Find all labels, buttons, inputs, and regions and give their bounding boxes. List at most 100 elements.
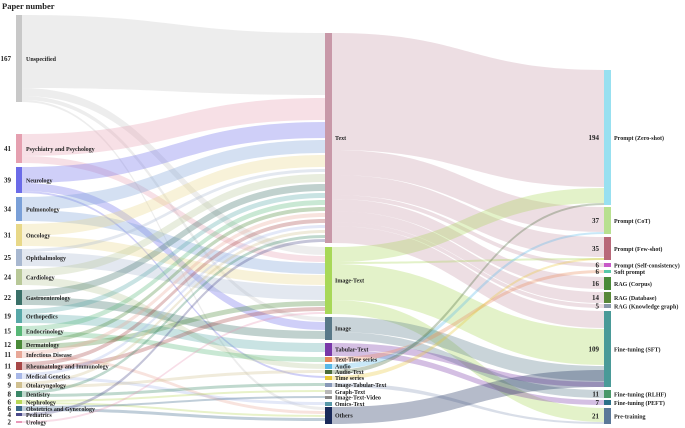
specialty-label: Rheumatology and Immunology	[26, 365, 109, 371]
count-label: 35	[592, 245, 600, 253]
method-label: RAG (Knowledge graph)	[614, 304, 678, 311]
count-label: 8	[8, 391, 12, 399]
specialty-label: Unspecified	[26, 57, 57, 63]
node-time-series	[325, 376, 332, 380]
count-label: 14	[592, 294, 600, 302]
count-label: 5	[596, 303, 600, 311]
flow-modality-to-method	[332, 222, 604, 308]
flow-specialty-to-modality	[22, 100, 325, 410]
modality-label: Graph-Text	[335, 390, 365, 396]
count-label: 9	[8, 382, 12, 390]
node-prompt-cot	[604, 207, 611, 234]
flow-modality-to-method	[332, 317, 604, 381]
flow-modality-to-method	[332, 350, 604, 405]
specialty-label: Obstetrics and Gynecology	[26, 407, 95, 413]
flow-modality-to-method	[332, 264, 604, 365]
flow-modality-to-method	[332, 232, 604, 369]
node-soft-prompt	[604, 270, 611, 273]
count-label: 9	[8, 373, 12, 381]
specialty-label: Dermatology	[26, 343, 59, 349]
flow-specialty-to-modality	[22, 390, 325, 402]
flow-specialty-to-modality	[22, 207, 325, 344]
flow-modality-to-method	[332, 195, 604, 267]
specialty-label: Nephrology	[26, 401, 56, 407]
count-label: 11	[4, 351, 11, 359]
node-fine-tuning-sft	[604, 311, 611, 387]
node-prompt-self-consistency	[604, 263, 611, 267]
flow-specialty-to-modality	[22, 355, 325, 414]
flow-specialty-to-modality	[22, 183, 325, 330]
count-label: 109	[589, 346, 600, 354]
flow-specialty-to-modality	[22, 331, 325, 362]
flow-specialty-to-modality	[22, 210, 325, 274]
node-otolaryngology	[16, 382, 22, 388]
node-urology	[16, 421, 22, 423]
node-image-text	[325, 247, 332, 314]
flow-specialty-to-modality	[22, 174, 325, 277]
flow-modality-to-method	[332, 203, 604, 374]
flow-specialty-to-modality	[22, 235, 325, 394]
flow-specialty-to-modality	[22, 122, 325, 183]
node-psychiatry-and-psychology	[16, 134, 22, 163]
flow-specialty-to-modality	[22, 200, 325, 331]
flow-modality-to-method	[332, 258, 604, 380]
count-label: 6	[596, 268, 600, 276]
flow-modality-to-method	[332, 211, 604, 303]
count-label: 37	[592, 217, 600, 225]
flow-specialty-to-modality	[22, 88, 325, 255]
flow-modality-to-method	[332, 370, 604, 424]
method-label: Prompt (Zero-shot)	[614, 135, 664, 142]
specialty-label: Oncology	[26, 234, 50, 240]
node-pediatrics	[16, 413, 22, 416]
flow-modality-to-method	[332, 188, 604, 262]
method-label: Prompt (Few-shot)	[614, 246, 662, 253]
sankey-nodes	[16, 15, 611, 424]
count-label: 39	[4, 177, 12, 185]
count-label: 11	[592, 391, 599, 399]
flow-specialty-to-modality	[22, 252, 325, 300]
node-fine-tuning-peft	[604, 400, 611, 405]
specialty-label: Urology	[26, 421, 47, 427]
node-fine-tuning-rlhf	[604, 390, 611, 398]
flow-modality-to-method	[332, 332, 604, 398]
specialty-label: Infectious Disease	[26, 353, 72, 359]
flow-specialty-to-modality	[22, 239, 325, 416]
flow-specialty-to-modality	[22, 230, 325, 385]
flow-modality-to-method	[332, 33, 604, 187]
modality-label: Text-Time series	[335, 358, 378, 364]
modality-label: Image	[335, 327, 351, 333]
specialty-label: Gastroenterology	[26, 296, 70, 302]
node-nephrology	[16, 400, 22, 404]
count-label: 6	[8, 405, 12, 413]
flow-specialty-to-modality	[22, 96, 325, 321]
flow-specialty-to-modality	[22, 219, 325, 366]
flow-specialty-to-modality	[22, 301, 325, 349]
modality-label: Audio-Text	[335, 370, 364, 376]
modality-label: Time series	[335, 376, 365, 382]
flow-modality-to-method	[332, 383, 604, 424]
flow-specialty-to-modality	[22, 312, 325, 423]
node-image-text-video	[325, 396, 332, 399]
count-label: 19	[4, 313, 12, 321]
modality-label: Image-Tabular-Text	[335, 383, 386, 389]
node-infectious-disease	[16, 351, 22, 358]
flow-specialty-to-modality	[22, 225, 325, 376]
count-label: 41	[4, 145, 12, 153]
axis-title: Paper number	[2, 1, 55, 11]
specialty-label: Dentistry	[26, 393, 50, 399]
count-label: 16	[592, 280, 600, 288]
node-neurology	[16, 167, 22, 193]
flow-specialty-to-modality	[22, 98, 325, 156]
specialty-label: Orthopedics	[26, 315, 58, 321]
node-gastroenterology	[16, 290, 22, 305]
node-endocrinology	[16, 326, 22, 336]
node-prompt-zero-shot	[604, 70, 611, 205]
node-omics-text	[325, 402, 332, 406]
flow-specialty-to-modality	[22, 184, 325, 297]
flow-specialty-to-modality	[22, 370, 325, 388]
count-label: 167	[1, 55, 12, 63]
modality-label: Omics-Text	[335, 402, 364, 408]
